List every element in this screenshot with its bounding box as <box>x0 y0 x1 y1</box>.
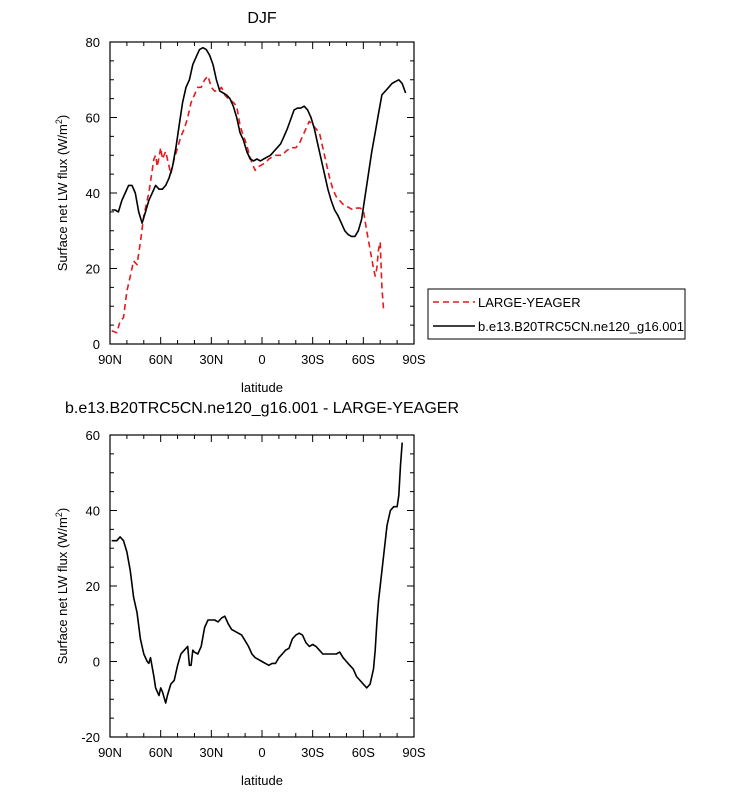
top-y-axis-label: Surface net LW flux (W/m2) <box>54 115 70 272</box>
chart1-series-line-0 <box>111 442 403 704</box>
chart1-y-tick-label: 60 <box>86 428 100 443</box>
chart0-y-tick-label: 0 <box>93 337 100 352</box>
chart0-x-tick-label: 60N <box>149 352 173 367</box>
chart0-x-tick-label: 30N <box>199 352 223 367</box>
chart0-y-tick-label: 80 <box>86 35 100 50</box>
chart1-x-tick-label: 30S <box>301 745 324 760</box>
chart0-x-tick-label: 0 <box>258 352 265 367</box>
top-chart-title: DJF <box>247 10 277 27</box>
top-x-axis-label: latitude <box>241 380 283 395</box>
legend-label-model: b.e13.B20TRC5CN.ne120_g16.001 <box>478 319 684 334</box>
chart0-x-tick-label: 90N <box>98 352 122 367</box>
chart0-x-tick-label: 90S <box>402 352 425 367</box>
top-panel: DJF 0 20 40 60 80 90N 60N 30N 0 30S 60S 90S latitud… <box>54 10 686 395</box>
bottom-x-axis-label: latitude <box>241 773 283 788</box>
bottom-y-axis-label-sup: 2 <box>54 512 64 517</box>
bottom-y-axis-label-main: Surface net LW flux (W/m <box>55 517 70 664</box>
bottom-y-axis-label: Surface net LW flux (W/m2) <box>54 508 70 665</box>
legend-box <box>427 288 686 340</box>
chart0-x-tick-label: 30S <box>301 352 324 367</box>
bottom-chart-title: b.e13.B20TRC5CN.ne120_g16.001 - LARGE-YE… <box>65 400 459 417</box>
chart1-x-tick-label: 60N <box>149 745 173 760</box>
chart1-y-tick-label: -20 <box>81 730 100 745</box>
chart0-y-tick-label: 60 <box>86 111 100 126</box>
bottom-y-axis-label-end: ) <box>55 508 70 512</box>
chart0-x-tick-label: 60S <box>352 352 375 367</box>
top-y-axis-label-sup: 2 <box>54 119 64 124</box>
chart1-x-tick-label: 0 <box>258 745 265 760</box>
chart0-series-line-0 <box>111 75 385 334</box>
chart1-y-tick-label: 40 <box>86 504 100 519</box>
legend: LARGE-YEAGER b.e13.B20TRC5CN.ne120_g16.0… <box>427 288 686 340</box>
chart1-x-tick-label: 30N <box>199 745 223 760</box>
chart0-y-tick-label: 20 <box>86 262 100 277</box>
chart1-x-tick-label: 90S <box>402 745 425 760</box>
chart1-y-tick-label: 0 <box>93 655 100 670</box>
chart0-series-line-1 <box>111 46 407 238</box>
chart1-y-tick-label: 20 <box>86 579 100 594</box>
top-y-axis-label-main: Surface net LW flux (W/m <box>55 124 70 271</box>
chart1-x-tick-label: 90N <box>98 745 122 760</box>
chart1-x-tick-label: 60S <box>352 745 375 760</box>
top-plot-area: 0 20 40 60 80 90N 60N 30N 0 30S 60S 90S <box>86 35 426 367</box>
top-y-axis-label-end: ) <box>55 115 70 119</box>
bottom-panel: b.e13.B20TRC5CN.ne120_g16.001 - LARGE-YE… <box>54 400 459 788</box>
chart0-y-tick-label: 40 <box>86 186 100 201</box>
bottom-plot-area: -20 0 20 40 60 90N 60N 30N 0 30S 60S 90S <box>81 428 426 760</box>
legend-label-large-yeager: LARGE-YEAGER <box>478 295 581 310</box>
